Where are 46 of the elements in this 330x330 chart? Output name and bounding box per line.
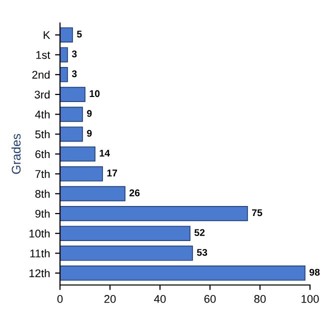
bar xyxy=(60,27,73,42)
data-label: 26 xyxy=(130,189,140,196)
bar xyxy=(60,166,103,182)
bar xyxy=(60,126,83,142)
y-tick-label: 6th xyxy=(35,150,50,158)
y-tick-label: 7th xyxy=(35,170,50,178)
bar xyxy=(60,266,306,281)
y-tick-label: 11th xyxy=(30,249,50,258)
x-tick-label: 80 xyxy=(254,295,266,303)
y-tick-label: 4th xyxy=(35,110,50,118)
data-label: 75 xyxy=(252,209,262,216)
x-tick-label: 60 xyxy=(204,295,216,303)
y-axis-title: Grades xyxy=(11,134,21,174)
bar xyxy=(60,146,96,162)
data-label: 9 xyxy=(87,130,92,137)
data-label: 98 xyxy=(310,268,320,276)
y-tick-label: 1st xyxy=(36,51,50,59)
data-label: 5 xyxy=(76,30,82,38)
data-label: 52 xyxy=(194,229,205,236)
data-label: 9 xyxy=(87,110,92,117)
bar xyxy=(60,47,68,62)
data-label: 53 xyxy=(196,248,208,256)
y-tick-label: 12th xyxy=(30,269,50,278)
y-tick-label: 10th xyxy=(30,229,50,238)
y-tick-label: K xyxy=(44,31,50,39)
data-label: 10 xyxy=(90,90,100,98)
data-label: 3 xyxy=(72,70,77,78)
y-tick-label: 8th xyxy=(35,190,50,198)
x-tick-label: 40 xyxy=(154,295,166,303)
y-tick-label: 9th xyxy=(35,210,50,218)
bar xyxy=(60,186,126,202)
y-tick-label: 5th xyxy=(35,130,50,138)
bar xyxy=(60,86,86,102)
x-tick-label: 0 xyxy=(57,295,63,303)
x-tick-label: 20 xyxy=(104,295,116,303)
y-tick-label: 3rd xyxy=(34,90,50,99)
y-tick-label: 2nd xyxy=(32,70,50,79)
bar xyxy=(60,246,193,261)
bar xyxy=(60,226,190,241)
data-label: 3 xyxy=(72,50,77,58)
bar xyxy=(60,106,83,122)
x-tick-label: 100 xyxy=(302,295,319,303)
data-label: 17 xyxy=(107,170,118,176)
bar xyxy=(60,206,248,222)
data-label: 14 xyxy=(100,150,110,157)
bar xyxy=(60,67,68,82)
